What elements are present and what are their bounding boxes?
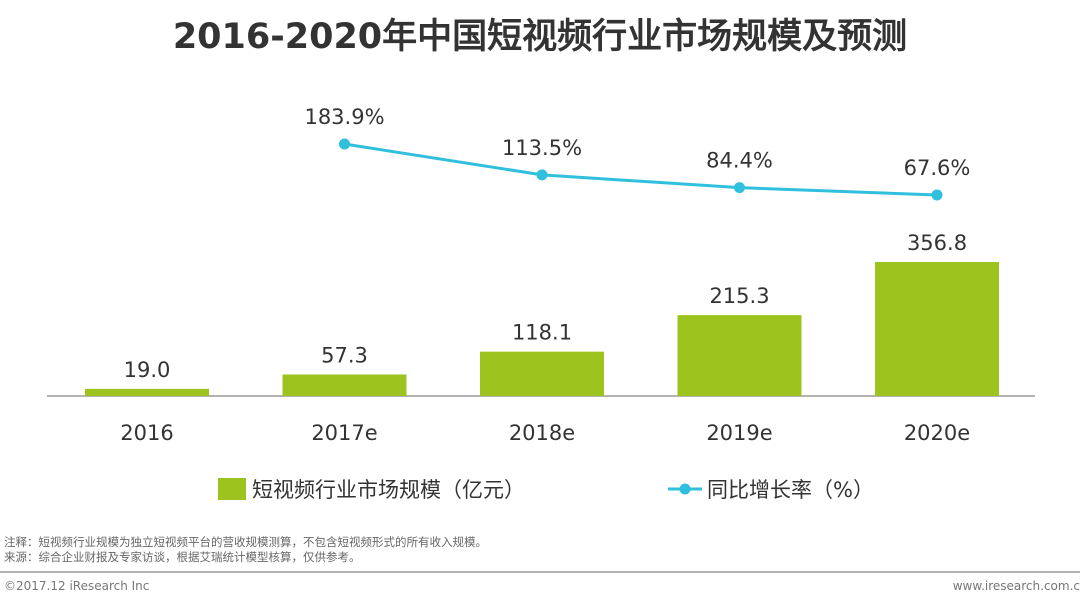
x-tick-label: 2018e — [509, 421, 575, 445]
legend-line-dot — [679, 483, 691, 495]
line-point — [339, 138, 350, 150]
bar-label: 57.3 — [321, 343, 368, 367]
x-tick-label: 2016 — [120, 421, 173, 445]
line-point — [931, 189, 943, 201]
source: 来源：综合企业财报及专家访谈，根据艾瑞统计模型核算，仅供参考。 — [4, 550, 361, 564]
line-point — [734, 182, 745, 194]
bar — [480, 351, 604, 396]
website: www.iresearch.com.c — [952, 579, 1080, 593]
bar-label: 19.0 — [124, 358, 171, 382]
legend-bar-swatch — [218, 478, 246, 500]
line-label: 67.6% — [904, 156, 971, 180]
bar — [677, 315, 802, 396]
bar — [85, 388, 209, 396]
x-tick-label: 2020e — [904, 421, 970, 445]
chart-title: 2016-2020年中国短视频行业市场规模及预测 — [172, 17, 908, 57]
x-tick-label: 2017e — [311, 421, 377, 445]
note: 注释：短视频行业规模为独立短视频平台的营收规模测算，不包含短视频形式的所有收入规… — [4, 535, 487, 549]
bar-label: 118.1 — [512, 321, 572, 345]
line-point — [536, 169, 548, 181]
bar — [282, 374, 407, 396]
legend-line-label: 同比增长率（%） — [707, 478, 874, 502]
growth-line — [344, 142, 938, 197]
x-tick-label: 2019e — [706, 421, 772, 445]
legend-bar-label: 短视频行业市场规模（亿元） — [252, 478, 525, 502]
bar — [875, 261, 999, 396]
line-label: 113.5% — [502, 136, 582, 160]
bar-label: 215.3 — [709, 284, 769, 308]
line-label: 84.4% — [706, 149, 773, 173]
line-label: 183.9% — [304, 105, 384, 129]
bar-label: 356.8 — [907, 231, 967, 255]
copyright: ©2017.12 iResearch Inc — [4, 579, 150, 593]
